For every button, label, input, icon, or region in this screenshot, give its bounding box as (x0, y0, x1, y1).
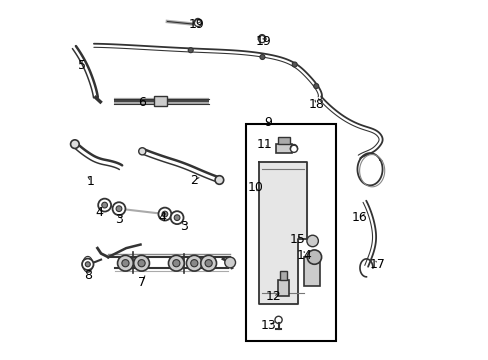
Text: 3: 3 (115, 213, 122, 226)
Circle shape (194, 19, 201, 27)
Circle shape (306, 250, 321, 264)
Text: 3: 3 (179, 220, 187, 233)
Text: 9: 9 (264, 116, 271, 129)
Circle shape (82, 258, 93, 270)
Circle shape (172, 260, 180, 267)
Text: 10: 10 (247, 181, 263, 194)
Text: 6: 6 (138, 96, 146, 109)
Circle shape (138, 260, 145, 267)
Circle shape (122, 260, 129, 267)
Circle shape (85, 262, 90, 267)
Circle shape (306, 235, 318, 247)
Text: 2: 2 (190, 174, 198, 186)
Text: 16: 16 (351, 211, 367, 224)
Text: 5: 5 (78, 59, 86, 72)
Circle shape (188, 48, 193, 53)
Text: 15: 15 (289, 233, 305, 246)
Text: 7: 7 (138, 276, 146, 289)
Circle shape (201, 255, 216, 271)
Circle shape (260, 54, 264, 59)
Circle shape (116, 206, 122, 212)
Circle shape (112, 202, 125, 215)
Text: 17: 17 (369, 258, 385, 271)
Text: 8: 8 (84, 269, 92, 282)
Text: 19: 19 (188, 18, 203, 31)
Circle shape (174, 215, 180, 221)
Text: 13: 13 (261, 319, 276, 332)
Circle shape (215, 176, 223, 184)
Circle shape (133, 255, 149, 271)
Bar (276, 144, 291, 153)
Text: 14: 14 (296, 249, 312, 262)
Bar (278, 137, 289, 144)
Text: 1: 1 (87, 175, 95, 188)
Text: 12: 12 (265, 290, 281, 303)
Circle shape (102, 202, 107, 208)
Circle shape (313, 84, 318, 89)
Circle shape (170, 211, 183, 224)
Circle shape (274, 316, 282, 323)
Circle shape (139, 148, 145, 155)
Bar (303, 257, 319, 286)
Circle shape (162, 211, 167, 217)
Text: 18: 18 (307, 98, 324, 111)
Circle shape (186, 255, 202, 271)
Text: 19: 19 (255, 35, 270, 49)
Bar (279, 271, 286, 280)
Circle shape (258, 36, 265, 42)
Circle shape (190, 260, 198, 267)
Circle shape (70, 140, 79, 148)
Bar (277, 280, 288, 296)
Circle shape (117, 255, 133, 271)
Text: 4: 4 (95, 206, 103, 219)
Text: 11: 11 (256, 138, 271, 150)
Circle shape (290, 145, 297, 152)
Text: 4: 4 (158, 211, 165, 224)
Circle shape (292, 62, 297, 67)
Circle shape (204, 260, 212, 267)
Circle shape (224, 257, 235, 268)
Bar (246, 125, 335, 341)
Polygon shape (258, 162, 306, 304)
Circle shape (168, 255, 184, 271)
Circle shape (158, 208, 171, 221)
Bar (154, 96, 166, 106)
Circle shape (98, 199, 111, 212)
